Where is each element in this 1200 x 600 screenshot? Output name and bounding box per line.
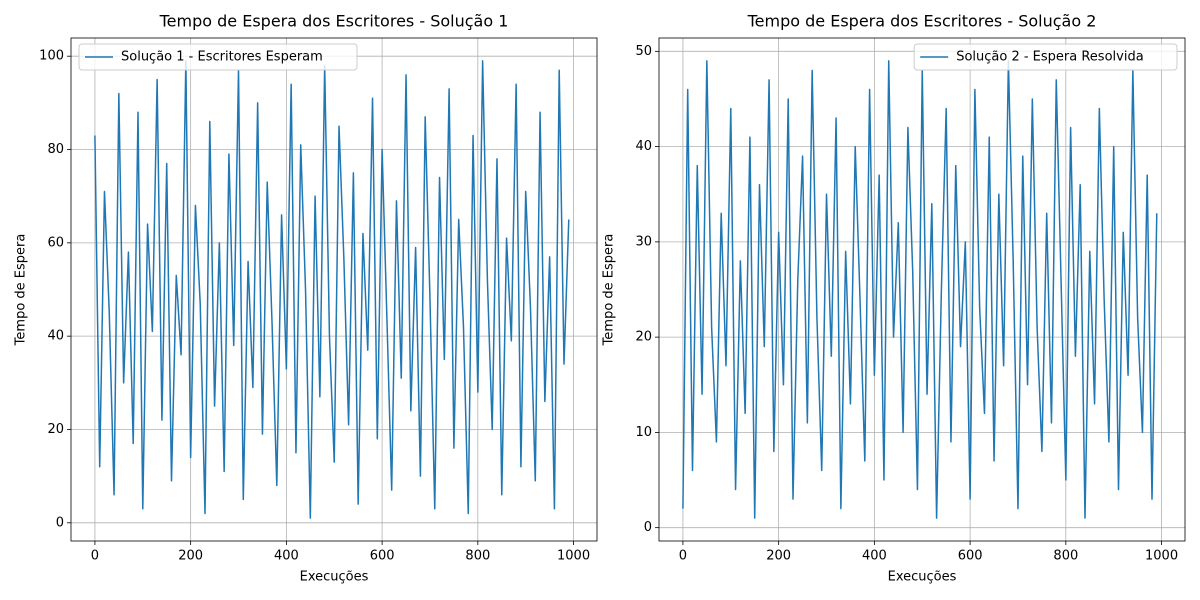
chart-title: Tempo de Espera dos Escritores - Solução…	[747, 12, 1097, 31]
legend-box	[913, 43, 1178, 71]
x-axis-label: Execuções	[300, 570, 369, 585]
y-tick-label: 80	[47, 142, 64, 157]
y-tick-label: 10	[635, 425, 652, 440]
x-tick-label: 0	[91, 549, 99, 564]
y-tick-label: 0	[644, 520, 652, 535]
legend-label: Solução 2 - Espera Resolvida	[956, 50, 1143, 65]
plot-frame	[70, 37, 598, 542]
y-tick-label: 30	[635, 234, 652, 249]
y-tick-label: 0	[56, 515, 64, 530]
x-tick-label: 0	[679, 549, 687, 564]
legend: Solução 2 - Espera Resolvida	[913, 43, 1178, 71]
y-tick-label: 50	[635, 44, 652, 59]
x-tick-label: 1000	[1145, 549, 1178, 564]
legend-box	[78, 43, 358, 71]
x-axis-label: Execuções	[888, 570, 957, 585]
data-line	[682, 60, 1158, 519]
y-axis-label: Tempo de Espera	[14, 234, 29, 347]
legend-label: Solução 1 - Escritores Esperam	[121, 50, 323, 65]
y-axis-label: Tempo de Espera	[602, 234, 617, 347]
x-tick-label: 200	[178, 549, 203, 564]
y-tick-label: 20	[47, 422, 64, 437]
x-tick-label: 600	[370, 549, 395, 564]
legend: Solução 1 - Escritores Esperam	[78, 43, 358, 71]
x-tick-label: 400	[862, 549, 887, 564]
x-tick-label: 400	[274, 549, 299, 564]
y-tick-label: 40	[635, 139, 652, 154]
data-line	[94, 60, 570, 519]
y-tick-label: 20	[635, 330, 652, 345]
chart-title: Tempo de Espera dos Escritores - Solução…	[159, 12, 509, 31]
y-tick-label: 40	[47, 329, 64, 344]
x-tick-label: 600	[958, 549, 983, 564]
x-tick-label: 800	[465, 549, 490, 564]
plot-frame	[658, 37, 1186, 542]
y-tick-label: 60	[47, 235, 64, 250]
x-tick-label: 1000	[557, 549, 590, 564]
x-tick-label: 800	[1053, 549, 1078, 564]
y-tick-label: 100	[39, 49, 64, 64]
x-tick-label: 200	[766, 549, 791, 564]
